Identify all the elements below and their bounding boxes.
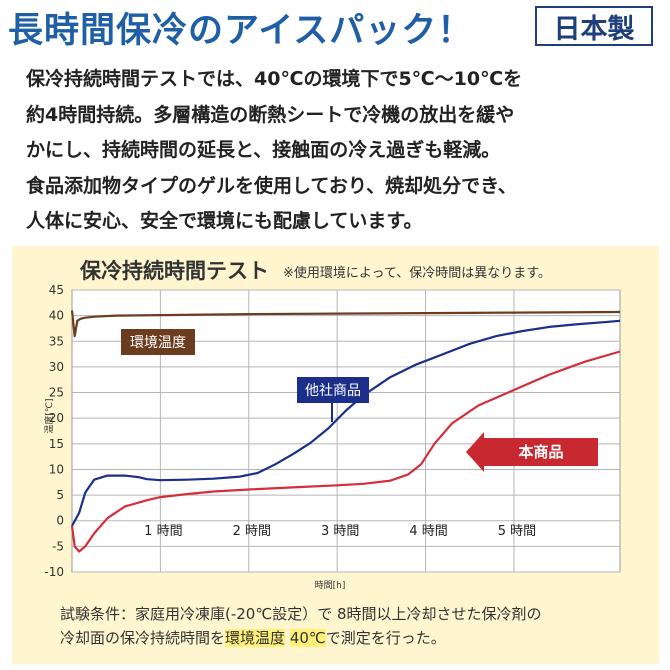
chart-note: ※使用環境によって、保冷時間は異なります。	[283, 266, 551, 281]
x-axis-label: 時間[h]	[315, 580, 346, 591]
test-conditions-line-2: 冷却面の保冷持続時間を環境温度 40℃で測定を行った。	[60, 626, 542, 650]
intro-line: 保冷持続時間テストでは、40℃の環境下で5℃～10℃を	[26, 68, 523, 90]
footer-text: で測定を行った。	[325, 629, 446, 647]
y-tick-label: 40	[49, 309, 64, 323]
x-tick-label: 4 時間	[409, 524, 447, 539]
highlight-40c: 40℃	[289, 629, 326, 647]
y-tick-label: 20	[49, 411, 64, 425]
y-tick-label: 45	[49, 283, 64, 297]
environment-label-box	[121, 329, 195, 355]
intro-line: 約4時間持続。多層構造の断熱シートで冷機の放出を緩や	[26, 103, 515, 126]
y-tick-label: -10	[44, 565, 64, 579]
product-label-box	[484, 438, 598, 466]
highlight-env-temp: 環境温度	[225, 629, 286, 647]
intro-line: 人体に安心、安全で環境にも配慮しています。	[26, 210, 423, 232]
product-line	[70, 350, 621, 553]
chart-title: 保冷持続時間テスト	[80, 259, 269, 283]
environment-temp-line	[70, 310, 621, 338]
intro-line: かにし、持続時間の延長と、接触面の冷え過ぎも軽減。	[26, 139, 501, 161]
competitor-label: 他社商品	[305, 383, 361, 399]
product-label-arrow	[466, 432, 484, 472]
made-in-japan-badge: 日本製	[535, 6, 653, 46]
x-tick-label: 1 時間	[144, 524, 182, 539]
y-tick-label: 25	[49, 386, 64, 400]
y-tick-label: 0	[56, 514, 64, 528]
product-label: 本商品	[518, 443, 563, 461]
competitor-label-box	[297, 377, 369, 403]
y-tick-label: -5	[52, 539, 64, 553]
footer-text: 冷却面の保冷持続時間を	[60, 629, 226, 647]
y-tick-label: 30	[49, 360, 64, 374]
x-tick-label: 2 時間	[233, 524, 271, 539]
intro-line: 食品添加物タイプのゲルを使用しており、焼却処分でき、	[26, 174, 517, 197]
intro-text: 保冷持続時間テストでは、40℃の環境下で5℃～10℃を 約4時間持続。多層構造の…	[26, 62, 666, 240]
test-conditions: 試験条件：家庭用冷凍庫(-20℃設定）で 8時間以上冷却させた保冷剤の 冷却面の…	[60, 602, 542, 650]
y-tick-label: 15	[49, 437, 64, 451]
x-tick-label: 5 時間	[498, 524, 536, 539]
test-conditions-line-1: 試験条件：家庭用冷凍庫(-20℃設定）で 8時間以上冷却させた保冷剤の	[60, 605, 542, 623]
page-title: 長時間保冷のアイスパック！	[8, 11, 474, 51]
y-tick-label: 35	[49, 334, 64, 348]
x-tick-label: 3 時間	[321, 524, 359, 539]
competitor-line	[71, 319, 621, 527]
y-axis-label: 温度[℃]	[43, 398, 55, 433]
y-tick-label: 5	[56, 488, 64, 502]
y-tick-label: 10	[49, 462, 64, 476]
environment-label: 環境温度	[130, 335, 186, 351]
